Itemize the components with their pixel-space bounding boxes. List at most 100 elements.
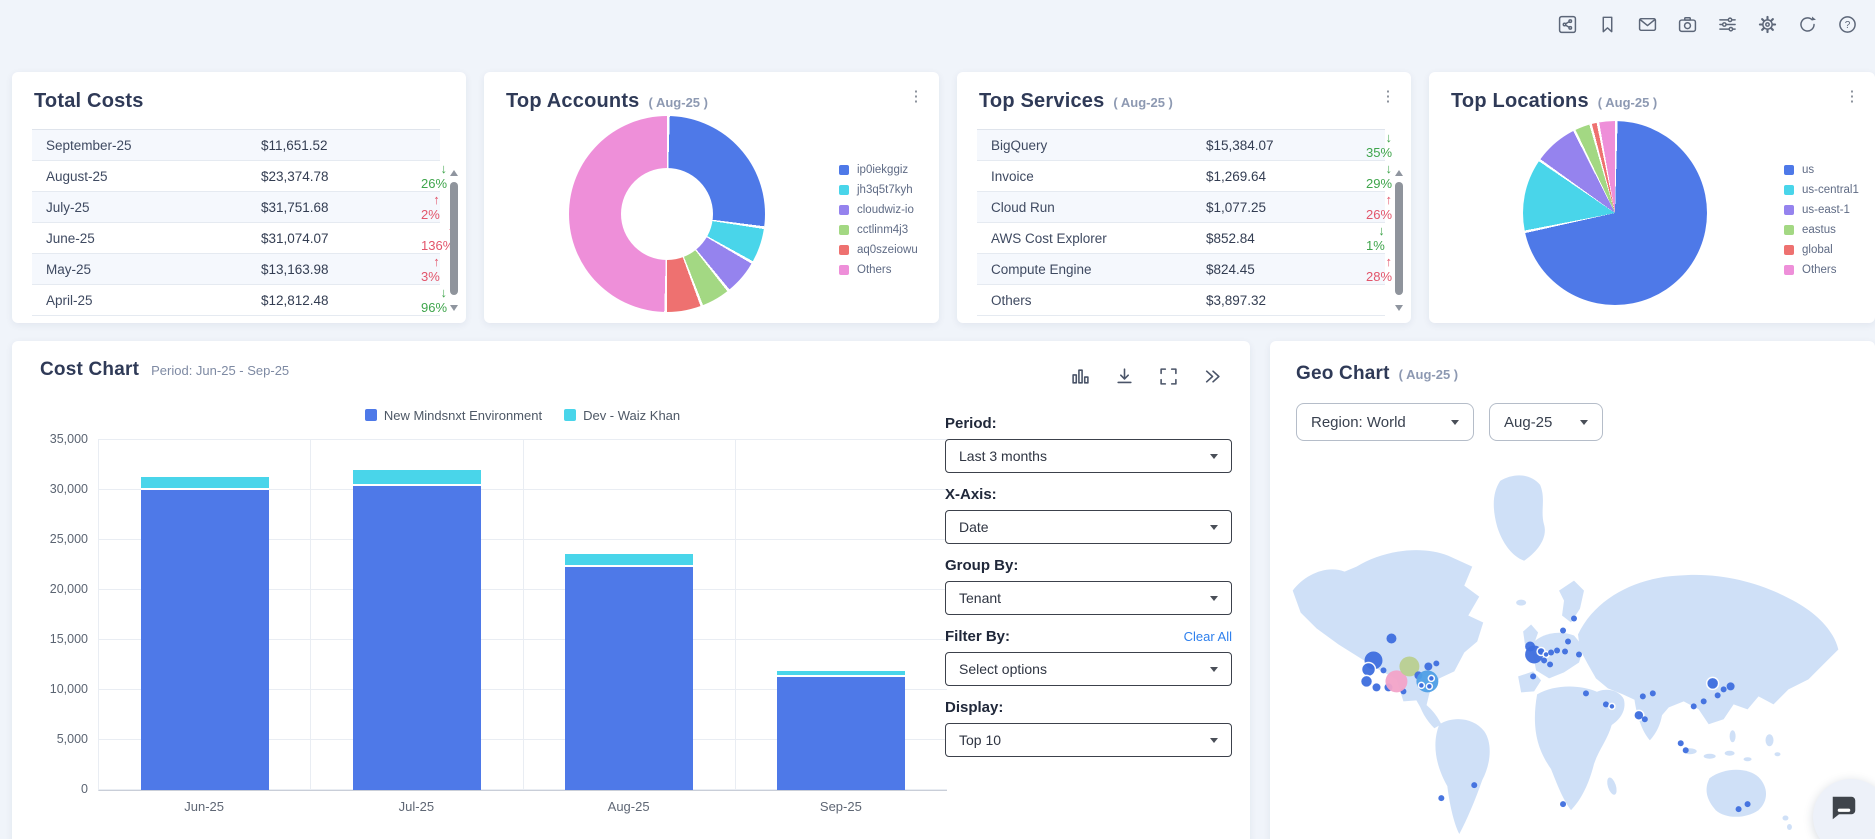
cost-chart-controls: Period: Last 3 months X-Axis: Date Group By:… (945, 415, 1232, 770)
display-select[interactable]: Top 10 (945, 723, 1232, 757)
kebab-menu-icon[interactable] (907, 88, 925, 106)
bar-segment-dev-waiz-khan (777, 671, 906, 675)
legend-label: jh3q5t7kyh (857, 184, 913, 196)
map-bubble[interactable] (1608, 702, 1616, 711)
bar-segment-dev-waiz-khan (352, 470, 481, 484)
scroll-thumb[interactable] (450, 182, 458, 295)
kebab-menu-icon[interactable] (1379, 88, 1397, 106)
download-icon[interactable] (1115, 367, 1134, 386)
help-icon[interactable]: ? (1838, 15, 1857, 34)
map-bubble[interactable] (1424, 662, 1433, 671)
map-bubble[interactable] (1700, 698, 1707, 705)
camera-icon[interactable] (1678, 15, 1697, 34)
row-value: $31,074.07 (261, 230, 329, 246)
control-group: X-Axis: Date (945, 486, 1232, 544)
collapse-icon[interactable] (1203, 367, 1222, 386)
bar-chart-icon[interactable] (1071, 367, 1090, 386)
panel-title: Geo Chart (1296, 363, 1390, 384)
map-bubble[interactable] (1682, 747, 1689, 754)
map-bubble[interactable] (1677, 740, 1684, 747)
group-by-select[interactable]: Tenant (945, 581, 1232, 615)
share-icon[interactable] (1558, 15, 1577, 34)
map-bubble[interactable] (1525, 641, 1536, 652)
map-bubble[interactable] (1530, 673, 1537, 680)
map-bubble[interactable] (1425, 682, 1434, 691)
chat-widget-button[interactable] (1813, 779, 1875, 839)
map-bubble[interactable] (1690, 703, 1697, 710)
map-bubble[interactable] (1385, 670, 1408, 693)
x-axis-select[interactable]: Date (945, 510, 1232, 544)
row-change: ↑ 26% (1366, 192, 1393, 222)
map-bubble[interactable] (1575, 651, 1582, 658)
legend-label: aq0szeiowu (857, 244, 918, 256)
map-bubble[interactable] (1562, 648, 1569, 655)
map-bubble[interactable] (1641, 716, 1648, 723)
map-bubble[interactable] (1726, 682, 1735, 691)
sliders-icon[interactable] (1718, 15, 1737, 34)
scroll-down-icon[interactable] (450, 305, 458, 311)
control-group: Filter By: Clear All Select options (945, 628, 1232, 686)
map-bubble[interactable] (1427, 674, 1436, 683)
month-select[interactable]: Aug-25 (1489, 403, 1603, 441)
map-bubble[interactable] (1386, 633, 1397, 644)
row-change: ↓ 35% (1366, 130, 1393, 160)
map-bubble[interactable] (1705, 676, 1720, 691)
scroll-thumb[interactable] (1395, 182, 1403, 295)
map-bubble[interactable] (1720, 686, 1727, 693)
mail-icon[interactable] (1638, 15, 1657, 34)
map-bubble[interactable] (1744, 801, 1751, 808)
panel-title: Top Locations (1451, 90, 1589, 112)
map-bubble[interactable] (1433, 660, 1440, 667)
x-axis: Jun-25 Jul-25 Aug-25 Sep-25 (98, 799, 947, 814)
refresh-icon[interactable] (1798, 15, 1817, 34)
panel-header: Top Services ( Aug-25 ) (957, 72, 1411, 113)
legend-label: us-central1 (1802, 184, 1859, 196)
table-row: Compute Engine $824.45 ↑ 28% (977, 254, 1392, 285)
map-bubble[interactable] (1471, 782, 1478, 789)
map-bubble[interactable] (1735, 806, 1742, 813)
map-bubble[interactable] (1548, 649, 1555, 656)
map-bubble[interactable] (1571, 615, 1577, 622)
fullscreen-icon[interactable] (1159, 367, 1178, 386)
control-label-row: Group By: (945, 557, 1232, 574)
world-map[interactable] (1278, 439, 1873, 838)
scroll-up-icon[interactable] (1395, 170, 1403, 176)
region-select[interactable]: Region: World (1296, 403, 1474, 441)
stacked-bar[interactable] (140, 477, 269, 790)
map-bubble[interactable] (1360, 661, 1377, 678)
legend-item: New Mindsnxt Environment (364, 408, 542, 423)
map-bubble[interactable] (1565, 638, 1572, 645)
map-bubble[interactable] (1560, 627, 1567, 634)
map-bubble[interactable] (1582, 690, 1589, 697)
scroll-up-icon[interactable] (450, 170, 458, 176)
settings-icon[interactable] (1758, 15, 1777, 34)
map-bubble[interactable] (1541, 657, 1548, 664)
map-bubble[interactable] (1417, 681, 1426, 690)
map-bubble[interactable] (1359, 674, 1374, 689)
stacked-bar[interactable] (777, 671, 906, 790)
kebab-menu-icon[interactable] (1843, 88, 1861, 106)
clear-all-link[interactable]: Clear All (1183, 629, 1232, 644)
map-bubble[interactable] (1649, 690, 1656, 697)
map-bubble[interactable] (1714, 692, 1721, 699)
stacked-bar[interactable] (352, 470, 481, 790)
map-bubble[interactable] (1633, 709, 1645, 722)
map-bubble[interactable] (1560, 801, 1567, 808)
scrollbar[interactable] (1394, 170, 1404, 311)
scrollbar[interactable] (449, 170, 459, 311)
period-select[interactable]: Last 3 months (945, 439, 1232, 473)
map-bubble[interactable] (1399, 656, 1420, 677)
map-bubble[interactable] (1372, 683, 1381, 692)
scroll-down-icon[interactable] (1395, 305, 1403, 311)
map-bubble[interactable] (1380, 667, 1387, 674)
row-value: $12,812.48 (261, 292, 329, 308)
map-bubble[interactable] (1554, 647, 1561, 654)
map-bubble[interactable] (1602, 701, 1609, 708)
stacked-bar[interactable] (565, 554, 694, 790)
filter-by-select[interactable]: Select options (945, 652, 1232, 686)
legend-swatch (564, 409, 577, 421)
map-bubble[interactable] (1438, 795, 1445, 802)
map-bubble[interactable] (1639, 693, 1646, 700)
bookmark-icon[interactable] (1598, 15, 1617, 34)
map-bubble[interactable] (1547, 661, 1554, 668)
